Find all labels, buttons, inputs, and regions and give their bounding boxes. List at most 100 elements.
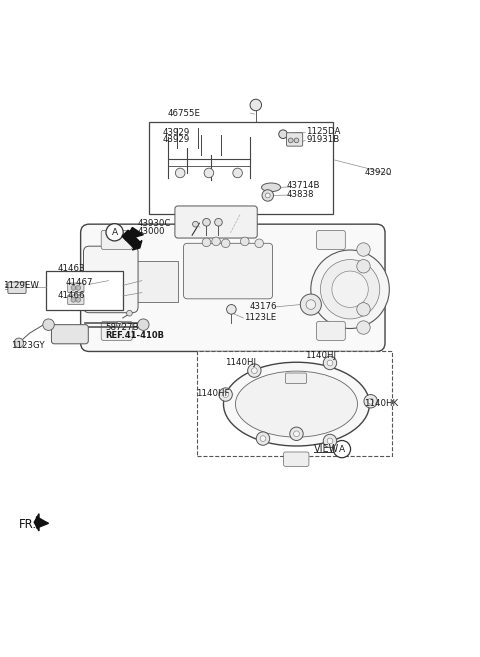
Text: 1123GY: 1123GY [11,341,45,350]
Circle shape [323,356,336,370]
Text: 1140HJ: 1140HJ [305,351,336,360]
Polygon shape [125,227,144,240]
Circle shape [332,271,368,307]
Circle shape [364,395,377,408]
Ellipse shape [236,371,358,437]
Text: 43000: 43000 [137,227,165,236]
Circle shape [202,238,211,246]
Ellipse shape [262,183,281,192]
Bar [46,271,123,310]
Circle shape [357,260,370,273]
FancyBboxPatch shape [183,243,273,299]
FancyBboxPatch shape [8,282,26,294]
Circle shape [279,130,288,139]
FancyBboxPatch shape [284,452,309,466]
Circle shape [219,388,232,401]
Circle shape [248,364,261,377]
Text: VIEW: VIEW [314,444,339,454]
Circle shape [288,138,293,143]
FancyBboxPatch shape [84,246,138,313]
Circle shape [368,398,373,404]
Text: 1123LE: 1123LE [244,313,276,321]
Circle shape [71,285,76,290]
Circle shape [294,138,299,143]
FancyBboxPatch shape [286,373,307,384]
Text: 41467: 41467 [66,278,93,287]
FancyBboxPatch shape [81,224,385,351]
Circle shape [71,298,76,302]
Circle shape [203,218,210,226]
Circle shape [76,298,81,302]
Circle shape [323,434,336,447]
Circle shape [294,431,300,437]
Text: 1140HJ: 1140HJ [225,359,256,367]
Polygon shape [36,516,48,528]
Text: FR.: FR. [19,518,37,532]
Circle shape [290,427,303,440]
Circle shape [321,260,380,319]
FancyBboxPatch shape [287,133,303,146]
Text: A: A [111,228,118,237]
FancyBboxPatch shape [68,295,84,305]
Circle shape [106,223,123,241]
Text: 1129EW: 1129EW [3,281,39,290]
Circle shape [333,440,350,458]
Text: 43929: 43929 [162,135,190,145]
Circle shape [127,310,132,316]
Circle shape [233,168,242,178]
Text: 1140HF: 1140HF [196,389,229,398]
Circle shape [204,168,214,178]
Text: A: A [339,445,345,453]
FancyBboxPatch shape [101,231,132,250]
FancyBboxPatch shape [51,325,88,344]
Circle shape [215,218,222,226]
Text: 43930C: 43930C [137,219,170,228]
Circle shape [117,321,122,327]
Bar [149,122,333,214]
Circle shape [306,300,316,309]
Circle shape [250,99,262,111]
Text: 43176: 43176 [250,302,277,311]
Circle shape [240,237,249,246]
Text: 43920: 43920 [364,168,392,177]
Polygon shape [34,514,39,531]
Circle shape [311,250,389,328]
Circle shape [223,392,228,397]
Text: REF.41-410B: REF.41-410B [105,331,164,340]
Circle shape [212,237,220,246]
Circle shape [357,243,370,256]
Circle shape [357,303,370,316]
Bar [197,351,392,456]
Text: 1125DA: 1125DA [306,127,340,136]
FancyBboxPatch shape [68,283,84,292]
Circle shape [256,432,270,445]
Circle shape [327,438,333,444]
Circle shape [260,436,266,442]
Circle shape [221,239,230,248]
FancyArrow shape [122,230,142,250]
FancyBboxPatch shape [101,321,132,340]
Circle shape [175,168,185,178]
Circle shape [76,285,81,290]
Text: 43929: 43929 [162,127,190,137]
Bar [108,261,178,302]
Circle shape [252,368,257,373]
Circle shape [300,294,322,315]
Text: 43838: 43838 [287,189,314,198]
Circle shape [265,193,270,198]
Circle shape [357,321,370,334]
FancyBboxPatch shape [317,231,345,250]
Circle shape [262,190,274,201]
Circle shape [192,221,198,227]
Text: 41463: 41463 [57,264,84,273]
Circle shape [138,319,149,330]
Text: 41466: 41466 [57,292,84,300]
Circle shape [327,360,333,366]
Circle shape [14,338,24,348]
Circle shape [255,239,264,248]
Ellipse shape [224,362,370,446]
FancyBboxPatch shape [175,206,257,238]
Text: 58727B: 58727B [105,323,139,332]
Text: 46755E: 46755E [167,108,200,118]
Circle shape [43,319,54,330]
